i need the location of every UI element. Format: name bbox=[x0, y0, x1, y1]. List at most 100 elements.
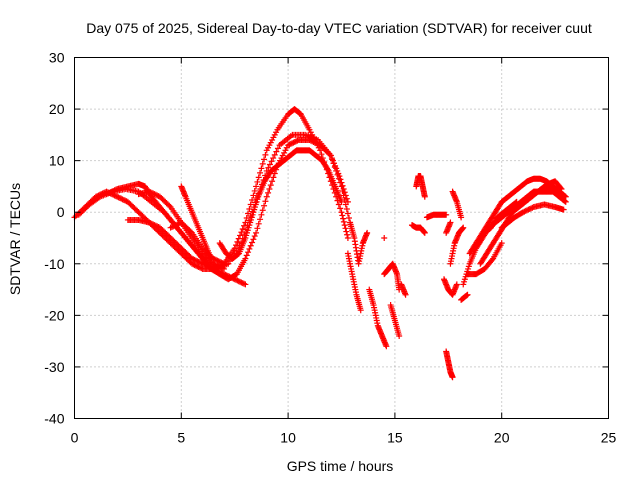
data-point bbox=[253, 183, 260, 190]
y-tick-label: -40 bbox=[44, 411, 64, 427]
chart-title: Day 075 of 2025, Sidereal Day-to-day VTE… bbox=[86, 20, 592, 36]
data-point bbox=[453, 281, 460, 288]
data-point bbox=[218, 269, 225, 276]
data-point bbox=[104, 190, 111, 197]
data-point bbox=[107, 189, 114, 196]
y-tick-label: -10 bbox=[44, 256, 64, 272]
data-point bbox=[560, 193, 567, 200]
data-point bbox=[191, 256, 198, 263]
data-point bbox=[344, 198, 351, 205]
data-point bbox=[337, 205, 344, 212]
data-point bbox=[309, 138, 316, 145]
data-point bbox=[447, 219, 454, 226]
data-point bbox=[265, 189, 272, 196]
data-point bbox=[338, 209, 345, 216]
data-point bbox=[196, 264, 203, 271]
data-point bbox=[210, 265, 217, 272]
data-point bbox=[221, 260, 228, 267]
data-point bbox=[218, 259, 225, 266]
data-point bbox=[171, 222, 178, 229]
data-point bbox=[190, 261, 197, 268]
data-point bbox=[167, 224, 174, 231]
data-point bbox=[396, 332, 403, 339]
data-point bbox=[357, 307, 364, 314]
axis-ticks: 0 5 10 15 20 25 -40 -30 -20 -10 0 10 20 30 bbox=[44, 50, 616, 446]
data-point bbox=[205, 263, 211, 270]
data-point bbox=[213, 267, 220, 274]
data-point bbox=[291, 138, 298, 145]
data-point bbox=[237, 232, 244, 239]
data-point bbox=[233, 242, 240, 249]
data-point bbox=[270, 155, 277, 162]
data-point bbox=[239, 280, 246, 287]
data-point bbox=[528, 205, 535, 212]
data-point bbox=[340, 215, 347, 222]
data-point bbox=[215, 263, 222, 270]
data-point bbox=[345, 215, 352, 222]
data-point bbox=[521, 208, 528, 215]
data-point bbox=[231, 276, 238, 283]
data-point bbox=[219, 260, 226, 267]
data-point bbox=[151, 222, 158, 229]
data-point bbox=[311, 139, 318, 146]
data-point bbox=[176, 220, 183, 227]
data-point bbox=[529, 204, 536, 211]
data-point bbox=[194, 258, 201, 265]
data-point bbox=[464, 291, 471, 298]
data-point bbox=[273, 148, 280, 155]
data-point bbox=[342, 192, 349, 199]
data-point bbox=[147, 220, 154, 227]
data-point bbox=[560, 206, 567, 213]
data-point bbox=[306, 137, 313, 144]
data-point bbox=[294, 137, 301, 144]
data-point bbox=[271, 151, 278, 158]
data-point bbox=[526, 205, 533, 212]
data-point bbox=[222, 271, 229, 278]
data-point bbox=[152, 191, 159, 198]
data-point bbox=[150, 221, 157, 228]
data-point bbox=[213, 256, 220, 263]
data-point bbox=[213, 262, 220, 269]
data-point bbox=[558, 186, 565, 193]
data-point bbox=[557, 185, 564, 192]
data-point bbox=[200, 261, 207, 268]
data-point bbox=[148, 220, 155, 227]
data-point bbox=[221, 265, 228, 272]
data-point bbox=[174, 221, 181, 228]
plot-frame bbox=[74, 57, 609, 419]
data-point bbox=[513, 198, 520, 205]
data-point bbox=[458, 214, 465, 221]
data-point bbox=[259, 160, 266, 167]
data-point bbox=[343, 228, 350, 235]
data-point bbox=[261, 156, 268, 163]
data-point bbox=[210, 260, 217, 267]
data-point bbox=[217, 264, 224, 271]
data-point bbox=[192, 257, 199, 264]
data-point bbox=[116, 195, 123, 202]
data-point bbox=[266, 186, 273, 193]
data-point bbox=[147, 189, 154, 196]
data-point bbox=[247, 242, 254, 249]
data-point bbox=[217, 269, 224, 276]
data-point bbox=[344, 231, 351, 238]
data-point bbox=[250, 192, 257, 199]
data-point bbox=[241, 280, 248, 287]
data-point bbox=[209, 265, 216, 272]
y-tick-label: -30 bbox=[44, 359, 64, 375]
data-point bbox=[559, 193, 566, 200]
data-point bbox=[258, 165, 265, 172]
data-point bbox=[239, 225, 246, 232]
data-point bbox=[154, 223, 161, 230]
data-point bbox=[229, 274, 236, 281]
data-point bbox=[344, 210, 351, 217]
data-point bbox=[307, 137, 314, 144]
data-point bbox=[270, 174, 277, 181]
data-point bbox=[314, 140, 321, 147]
data-point bbox=[271, 170, 278, 177]
data-point bbox=[242, 255, 249, 262]
data-point bbox=[148, 189, 155, 196]
data-point bbox=[168, 224, 175, 231]
data-point bbox=[310, 138, 317, 145]
y-tick-label: -20 bbox=[44, 307, 64, 323]
